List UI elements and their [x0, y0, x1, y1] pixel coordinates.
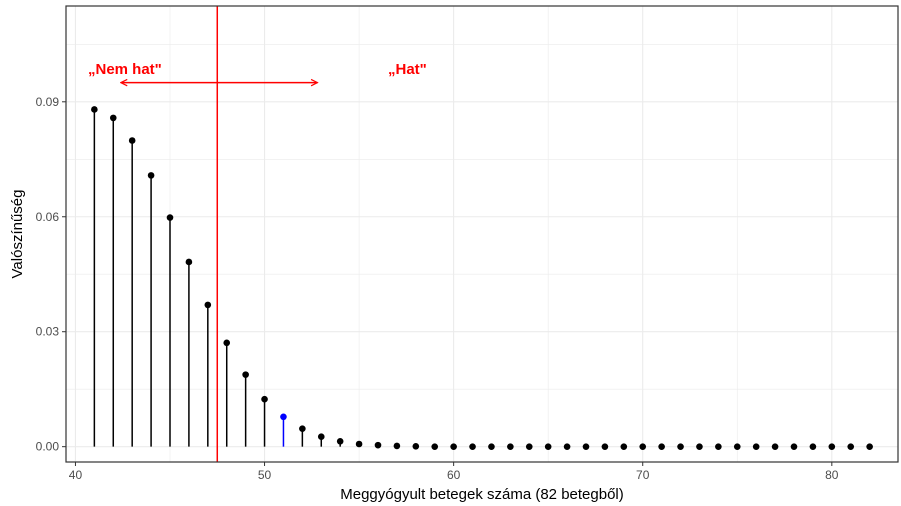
- points: [91, 106, 873, 450]
- point-66: [563, 443, 571, 450]
- point-55: [355, 440, 363, 448]
- point-76: [752, 443, 760, 450]
- point-68: [601, 443, 609, 450]
- point-56: [374, 441, 382, 449]
- point-54: [336, 438, 344, 445]
- x-tick-label: 70: [636, 468, 650, 482]
- y-tick-label: 0.03: [36, 325, 60, 339]
- point-59: [431, 443, 439, 450]
- x-axis-ticks: 40 50 60 70 80: [69, 462, 839, 482]
- point-58: [412, 442, 420, 450]
- y-tick-label: 0.06: [36, 210, 60, 224]
- stems: [93, 109, 417, 447]
- point-75: [733, 443, 741, 450]
- point-49: [242, 371, 249, 378]
- point-42: [109, 114, 117, 122]
- point-73: [696, 443, 703, 450]
- point-47: [204, 301, 212, 309]
- point-62: [488, 443, 495, 450]
- point-71: [658, 443, 665, 450]
- point-46: [185, 258, 193, 266]
- point-67: [582, 443, 590, 450]
- point-44: [147, 172, 155, 179]
- y-tick-label: 0.00: [36, 440, 60, 454]
- point-72: [677, 443, 684, 450]
- x-tick-label: 60: [447, 468, 461, 482]
- point-80: [828, 443, 836, 450]
- y-tick-label: 0.09: [36, 95, 60, 109]
- annotation-nem-hat: „Nem hat": [88, 61, 162, 78]
- x-tick-label: 40: [69, 468, 83, 482]
- point-63: [507, 443, 514, 450]
- point-69: [620, 443, 628, 450]
- point-43: [128, 137, 136, 144]
- point-60: [450, 443, 457, 450]
- point-79: [809, 443, 817, 450]
- point-57: [393, 442, 401, 450]
- point-50: [261, 395, 268, 403]
- point-61: [469, 443, 476, 450]
- point-65: [544, 443, 552, 450]
- point-48: [223, 339, 231, 347]
- point-70: [639, 443, 647, 450]
- grid-minor: [66, 6, 898, 462]
- point-45: [166, 214, 174, 221]
- y-axis-title: Valószínűség: [9, 190, 26, 279]
- point-51: [280, 413, 287, 421]
- point-78: [790, 443, 798, 450]
- point-52: [299, 425, 306, 432]
- point-82: [866, 443, 873, 450]
- x-axis-title: Meggyógyult betegek száma (82 betegből): [340, 486, 624, 503]
- point-64: [525, 443, 533, 450]
- annotation-hat: „Hat": [388, 61, 427, 78]
- x-tick-label: 50: [258, 468, 272, 482]
- point-77: [771, 443, 779, 450]
- plot-border: [65, 5, 899, 463]
- y-axis-ticks: 0.00 0.03 0.06 0.09: [36, 95, 66, 454]
- point-41: [91, 106, 98, 113]
- point-74: [715, 443, 722, 450]
- plot-background: [66, 6, 898, 462]
- point-81: [847, 443, 855, 450]
- point-53: [317, 433, 325, 441]
- x-tick-label: 80: [825, 468, 839, 482]
